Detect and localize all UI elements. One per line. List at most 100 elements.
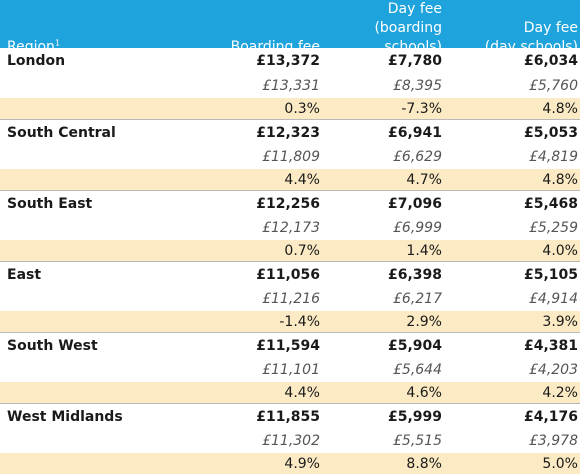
table-cell: £5,515 bbox=[393, 433, 442, 449]
region-name bbox=[0, 216, 200, 240]
region-name: West Midlands bbox=[7, 408, 123, 425]
table-cell: £6,217 bbox=[393, 291, 442, 307]
region-name bbox=[0, 382, 200, 403]
table-cell: £5,259 bbox=[529, 220, 578, 236]
region-name bbox=[0, 287, 200, 311]
table-cell: £7,096 bbox=[387, 195, 442, 212]
region-name bbox=[0, 240, 200, 261]
change-row: -1.4% 2.9% 3.9% bbox=[0, 311, 580, 332]
previous-year-row: £11,302 £5,515 £3,978 bbox=[0, 429, 580, 453]
table-cell: £11,302 bbox=[262, 433, 320, 449]
table-cell: £11,101 bbox=[262, 362, 320, 378]
table-cell: £5,760 bbox=[529, 78, 578, 94]
table-cell: £6,629 bbox=[393, 149, 442, 165]
change-row: 4.4% 4.6% 4.2% bbox=[0, 382, 580, 403]
table-cell: £5,468 bbox=[523, 195, 578, 212]
table-cell: £6,999 bbox=[393, 220, 442, 236]
table-cell: 4.4% bbox=[284, 384, 320, 401]
previous-year-row: £11,809 £6,629 £4,819 bbox=[0, 145, 580, 169]
table-cell: £4,819 bbox=[529, 149, 578, 165]
table-cell: £6,034 bbox=[523, 53, 578, 69]
header-day-boarding-line1: Day fee bbox=[387, 1, 442, 17]
table-cell: 5.0% bbox=[542, 455, 578, 472]
region-row: London £13,372 £7,780 £6,034 bbox=[0, 48, 580, 74]
region-name bbox=[0, 98, 200, 119]
table-cell: £11,216 bbox=[262, 291, 320, 307]
region-name: South Central bbox=[7, 124, 116, 141]
header-region: Region1 bbox=[0, 0, 200, 61]
region-name: East bbox=[7, 266, 42, 283]
change-row: 0.7% 1.4% 4.0% bbox=[0, 240, 580, 261]
table-cell: £5,105 bbox=[523, 266, 578, 283]
table-cell: £13,331 bbox=[262, 78, 320, 94]
region-name bbox=[0, 169, 200, 190]
table-cell: 4.8% bbox=[542, 171, 578, 188]
table-cell: £4,381 bbox=[523, 337, 578, 354]
region-name bbox=[0, 453, 200, 474]
header-boarding-fee: Boarding fee bbox=[200, 0, 327, 61]
table-cell: £12,256 bbox=[256, 195, 320, 212]
table-cell: £5,999 bbox=[387, 408, 442, 425]
table-cell: 4.8% bbox=[542, 100, 578, 117]
region-row: West Midlands £11,855 £5,999 £4,176 bbox=[0, 403, 580, 429]
table-cell: 3.9% bbox=[542, 313, 578, 330]
table-body: London £13,372 £7,780 £6,034 £13,331 £8,395 £5… bbox=[0, 48, 580, 474]
table-cell: £6,941 bbox=[387, 124, 442, 141]
table-cell: 8.8% bbox=[406, 455, 442, 472]
region-name bbox=[0, 311, 200, 332]
table-cell: £8,395 bbox=[393, 78, 442, 94]
region-name bbox=[0, 358, 200, 382]
table-cell: 1.4% bbox=[406, 242, 442, 259]
change-row: 0.3% -7.3% 4.8% bbox=[0, 98, 580, 119]
previous-year-row: £12,173 £6,999 £5,259 bbox=[0, 216, 580, 240]
table-cell: £11,855 bbox=[256, 408, 320, 425]
table-cell: £7,780 bbox=[387, 53, 442, 69]
table-cell: £12,173 bbox=[262, 220, 320, 236]
change-row: 4.9% 8.8% 5.0% bbox=[0, 453, 580, 474]
table-cell: 4.6% bbox=[406, 384, 442, 401]
header-day-day-line1: Day fee bbox=[523, 20, 578, 36]
table-cell: 0.3% bbox=[284, 100, 320, 117]
region-name bbox=[0, 429, 200, 453]
table-cell: £13,372 bbox=[256, 53, 320, 69]
table-cell: £11,809 bbox=[262, 149, 320, 165]
table-cell: £11,594 bbox=[256, 337, 320, 354]
table-cell: £12,323 bbox=[256, 124, 320, 141]
region-row: South West £11,594 £5,904 £4,381 bbox=[0, 332, 580, 358]
region-row: East £11,056 £6,398 £5,105 bbox=[0, 261, 580, 287]
change-row: 4.4% 4.7% 4.8% bbox=[0, 169, 580, 190]
header-region-label: Region bbox=[7, 39, 55, 55]
table-cell: £6,398 bbox=[387, 266, 442, 283]
table-cell: 4.2% bbox=[542, 384, 578, 401]
table-cell: £5,644 bbox=[393, 362, 442, 378]
region-name: South East bbox=[7, 195, 93, 212]
header-boarding-label: Boarding fee bbox=[230, 39, 320, 55]
table-cell: 4.0% bbox=[542, 242, 578, 259]
table-cell: -7.3% bbox=[401, 100, 442, 117]
region-name bbox=[0, 74, 200, 98]
table-cell: £4,176 bbox=[523, 408, 578, 425]
table-cell: £5,053 bbox=[523, 124, 578, 141]
table-cell: 2.9% bbox=[406, 313, 442, 330]
table-cell: 4.7% bbox=[406, 171, 442, 188]
region-name: South West bbox=[7, 337, 98, 354]
region-name: London bbox=[7, 53, 66, 69]
previous-year-row: £11,101 £5,644 £4,203 bbox=[0, 358, 580, 382]
previous-year-row: £13,331 £8,395 £5,760 bbox=[0, 74, 580, 98]
table-cell: -1.4% bbox=[279, 313, 320, 330]
footnote-marker: 1 bbox=[54, 38, 61, 48]
table-cell: 0.7% bbox=[284, 242, 320, 259]
table-cell: 4.9% bbox=[284, 455, 320, 472]
header-day-fee-boarding: Day fee (boarding schools) bbox=[327, 0, 449, 61]
header-day-fee-day: Day fee (day schools) bbox=[449, 0, 580, 61]
header-day-day-line2: (day schools) bbox=[484, 39, 578, 55]
table-header: Region1 Boarding fee Day fee (boarding s… bbox=[0, 0, 580, 55]
table-cell: £4,914 bbox=[529, 291, 578, 307]
previous-year-row: £11,216 £6,217 £4,914 bbox=[0, 287, 580, 311]
header-day-boarding-line2: (boarding schools) bbox=[374, 20, 442, 55]
region-name bbox=[0, 145, 200, 169]
table-cell: £4,203 bbox=[529, 362, 578, 378]
region-row: South Central £12,323 £6,941 £5,053 bbox=[0, 119, 580, 145]
table-cell: £5,904 bbox=[387, 337, 442, 354]
